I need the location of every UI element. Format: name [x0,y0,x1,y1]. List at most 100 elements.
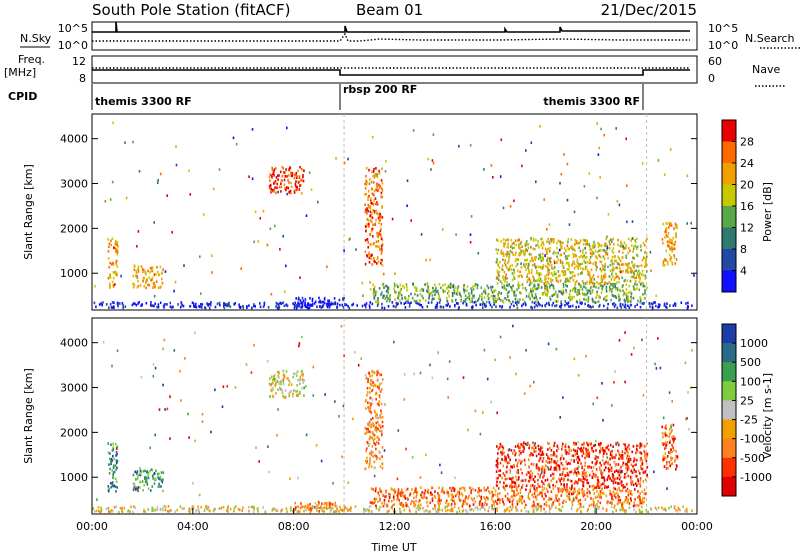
velocity-cell [503,481,505,485]
velocity-cell [495,464,498,467]
velocity-cell [675,509,677,512]
power-cell [540,273,542,276]
velocity-cell [108,463,110,466]
power-cell [154,285,156,289]
velocity-cell [627,474,630,478]
velocity-cell [688,428,690,431]
velocity-cell [503,459,506,462]
power-cell [490,288,493,292]
power-cell [531,293,533,296]
velocity-cell [405,501,407,505]
velocity-cell [577,446,579,450]
power-cell [135,269,137,273]
power-cell [323,298,326,301]
velocity-cell [397,494,400,497]
power-cell [614,259,616,262]
velocity-cell [644,453,647,456]
velocity-cell [587,481,590,485]
power-cell [626,263,628,267]
power-cell [579,239,582,242]
power-cell [530,253,532,256]
power-cell [622,284,624,287]
power-cell [577,267,579,270]
velocity-cell [453,505,456,509]
power-cell [670,239,673,242]
power-cell [619,270,621,273]
velocity-cell [541,480,543,483]
power-cell [597,300,600,303]
velocity-cell [533,492,536,496]
power-cell [352,302,355,306]
power-cell [398,294,400,297]
power-cell [116,241,119,244]
velocity-cell [503,474,506,477]
power-cell [561,261,564,264]
power-cell [560,290,563,293]
velocity-cell [474,506,477,509]
velocity-cell [375,507,378,510]
velocity-cell [500,444,502,447]
power-cell [562,271,565,274]
velocity-cell [162,507,164,510]
power-cell [608,289,611,293]
power-cell [369,306,371,309]
power-cell [536,269,538,273]
power-cell [565,302,568,305]
power-cell [538,273,540,276]
velocity-cell [566,483,568,486]
velocity-cell [633,346,635,350]
velocity-cell [584,473,586,477]
power-cell [326,265,328,269]
power-cell [620,263,623,267]
power-cell [169,301,172,305]
velocity-cell [371,402,373,405]
power-cell [233,303,235,306]
power-cell [375,188,377,191]
velocity-cell [589,491,591,495]
velocity-cell [624,463,627,466]
power-cell [387,285,389,289]
power-cell [419,293,422,296]
velocity-cell [113,470,116,474]
power-cell [634,269,636,273]
power-cell [613,278,616,281]
velocity-cell [371,398,374,401]
power-cell [457,302,459,305]
power-cell [608,275,611,278]
velocity-cell [633,468,635,471]
power-cell [493,302,496,306]
power-cell [629,270,632,274]
power-cell [108,275,111,278]
power-cell [560,306,562,309]
velocity-cell [299,375,302,379]
velocity-cell [574,453,577,456]
velocity-cell [348,508,351,511]
velocity-cell [272,381,274,385]
power-cell [592,243,595,247]
velocity-cell [113,457,116,461]
power-cell [273,170,275,174]
power-cell [195,302,197,306]
power-cell [376,202,378,205]
velocity-cell [423,494,426,497]
power-cell [201,303,204,306]
power-cell [150,301,152,304]
velocity-cell [489,491,491,495]
velocity-cell [496,445,498,448]
velocity-cell [112,471,115,474]
power-cell [634,282,636,286]
velocity-cell [545,504,548,507]
power-cell [614,303,617,307]
velocity-cell [200,505,202,509]
velocity-panel-frame [91,317,698,515]
power-cell [234,302,236,305]
power-cell [421,306,424,309]
power-cell [582,248,584,252]
velocity-cell [563,486,566,489]
power-cell [621,276,623,280]
power-cell [518,252,520,255]
power-cell [107,238,109,241]
power-cell [599,303,601,307]
freq-tick-high: 12 [72,55,86,68]
power-cell [577,290,579,293]
